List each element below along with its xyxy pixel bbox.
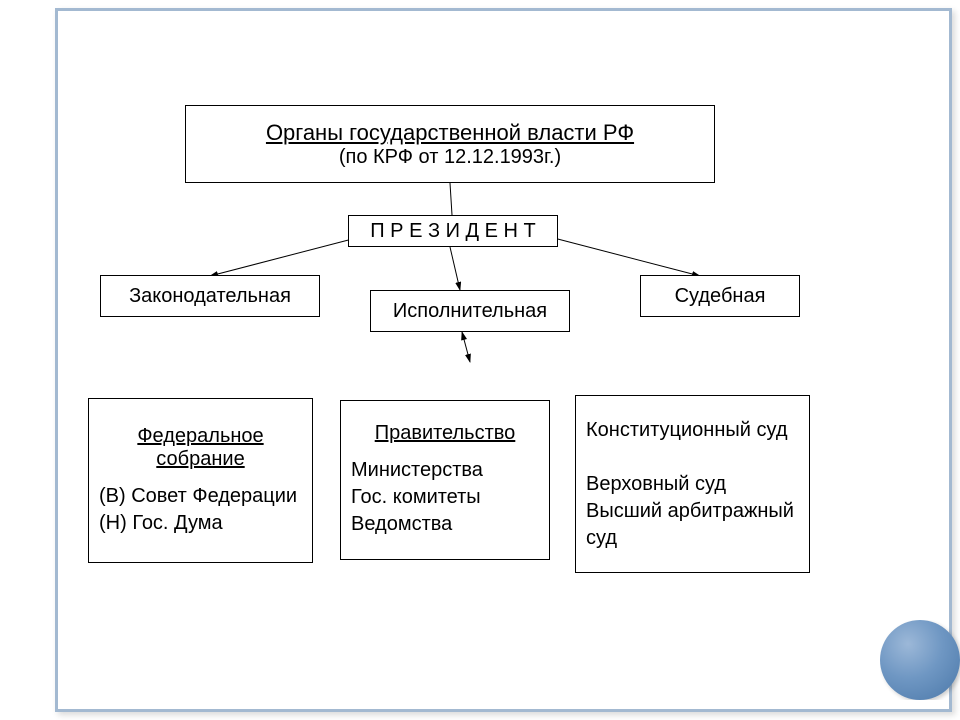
- branch-executive: Исполнительная: [370, 290, 570, 332]
- branch-legislative: Законодательная: [100, 275, 320, 317]
- president-label: П Р Е З И Д Е Н Т: [370, 220, 536, 243]
- slide: Органы государственной власти РФ (по КРФ…: [0, 0, 960, 720]
- circle-decoration: [880, 620, 960, 700]
- branch-label: Законодательная: [129, 285, 291, 308]
- header-title: Органы государственной власти РФ: [266, 120, 634, 146]
- detail-title: Федеральное собрание: [99, 425, 302, 471]
- detail-body: Конституционный суд Верховный судВысший …: [586, 417, 799, 552]
- branch-judicial: Судебная: [640, 275, 800, 317]
- branch-label: Судебная: [675, 285, 766, 308]
- detail-title: Правительство: [351, 422, 539, 445]
- president-box: П Р Е З И Д Е Н Т: [348, 215, 558, 247]
- detail-courts: Конституционный суд Верховный судВысший …: [575, 395, 810, 573]
- detail-body: МинистерстваГос. комитетыВедомства: [351, 457, 539, 538]
- detail-body: (В) Совет Федерации(Н) Гос. Дума: [99, 483, 302, 537]
- header-box: Органы государственной власти РФ (по КРФ…: [185, 105, 715, 183]
- detail-federal-assembly: Федеральное собрание (В) Совет Федерации…: [88, 398, 313, 563]
- detail-government: Правительство МинистерстваГос. комитетыВ…: [340, 400, 550, 560]
- branch-label: Исполнительная: [393, 300, 547, 323]
- header-subtitle: (по КРФ от 12.12.1993г.): [339, 146, 561, 169]
